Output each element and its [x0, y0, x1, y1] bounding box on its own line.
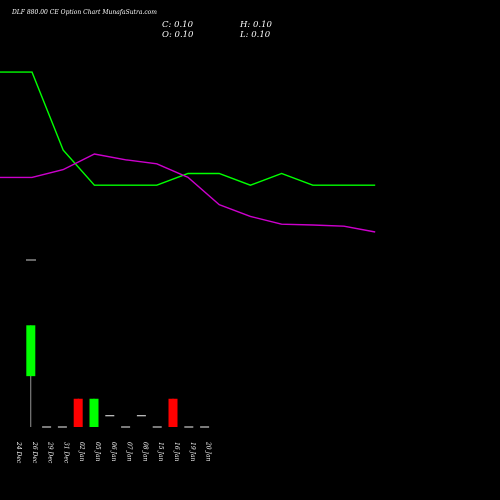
x-tick-label: 16 Jan	[173, 442, 180, 462]
x-tick-label: 19 Jan	[189, 442, 196, 462]
x-tick-label: 20 Jan	[205, 441, 212, 462]
candle-1	[26, 325, 36, 427]
x-tick-label: 31 Dec	[62, 442, 69, 464]
candle-10	[168, 398, 178, 427]
low-readout: L: 0.10	[239, 30, 271, 40]
high-readout: H: 0.10	[239, 20, 272, 30]
x-tick-label: 02 Jan	[78, 442, 85, 462]
candle-body	[73, 398, 83, 427]
x-axis-ticks: 24 Dec 26 Dec 29 Dec 31 Dec 02 Jan 05 Jan 06 J…	[15, 441, 212, 464]
candle-body	[168, 398, 178, 427]
indicator-line-2	[0, 153, 376, 233]
close-readout: C: 0.10	[162, 20, 194, 30]
x-tick-label: 29 Dec	[47, 441, 54, 464]
x-tick-label: 06 Jan	[110, 442, 117, 462]
candle-5	[89, 398, 99, 427]
x-tick-label: 26 Dec	[31, 441, 38, 464]
x-tick-label: 07 Jan	[126, 442, 133, 462]
candle-body	[26, 325, 36, 377]
indicator-lines	[0, 71, 376, 261]
x-tick-label: 15 Jan	[157, 442, 164, 462]
x-tick-label: 08 Jan	[141, 442, 148, 462]
x-tick-label: 24 Dec	[15, 441, 22, 464]
x-tick-label: 05 Jan	[94, 442, 101, 462]
chart-title: DLF 880.00 CE Option Chart MunafaSutra.c…	[11, 9, 157, 16]
candle-4	[73, 398, 83, 427]
open-readout: O: 0.10	[162, 30, 194, 40]
candles	[26, 325, 210, 428]
candle-body	[89, 398, 99, 427]
indicator-line-1	[0, 71, 376, 186]
